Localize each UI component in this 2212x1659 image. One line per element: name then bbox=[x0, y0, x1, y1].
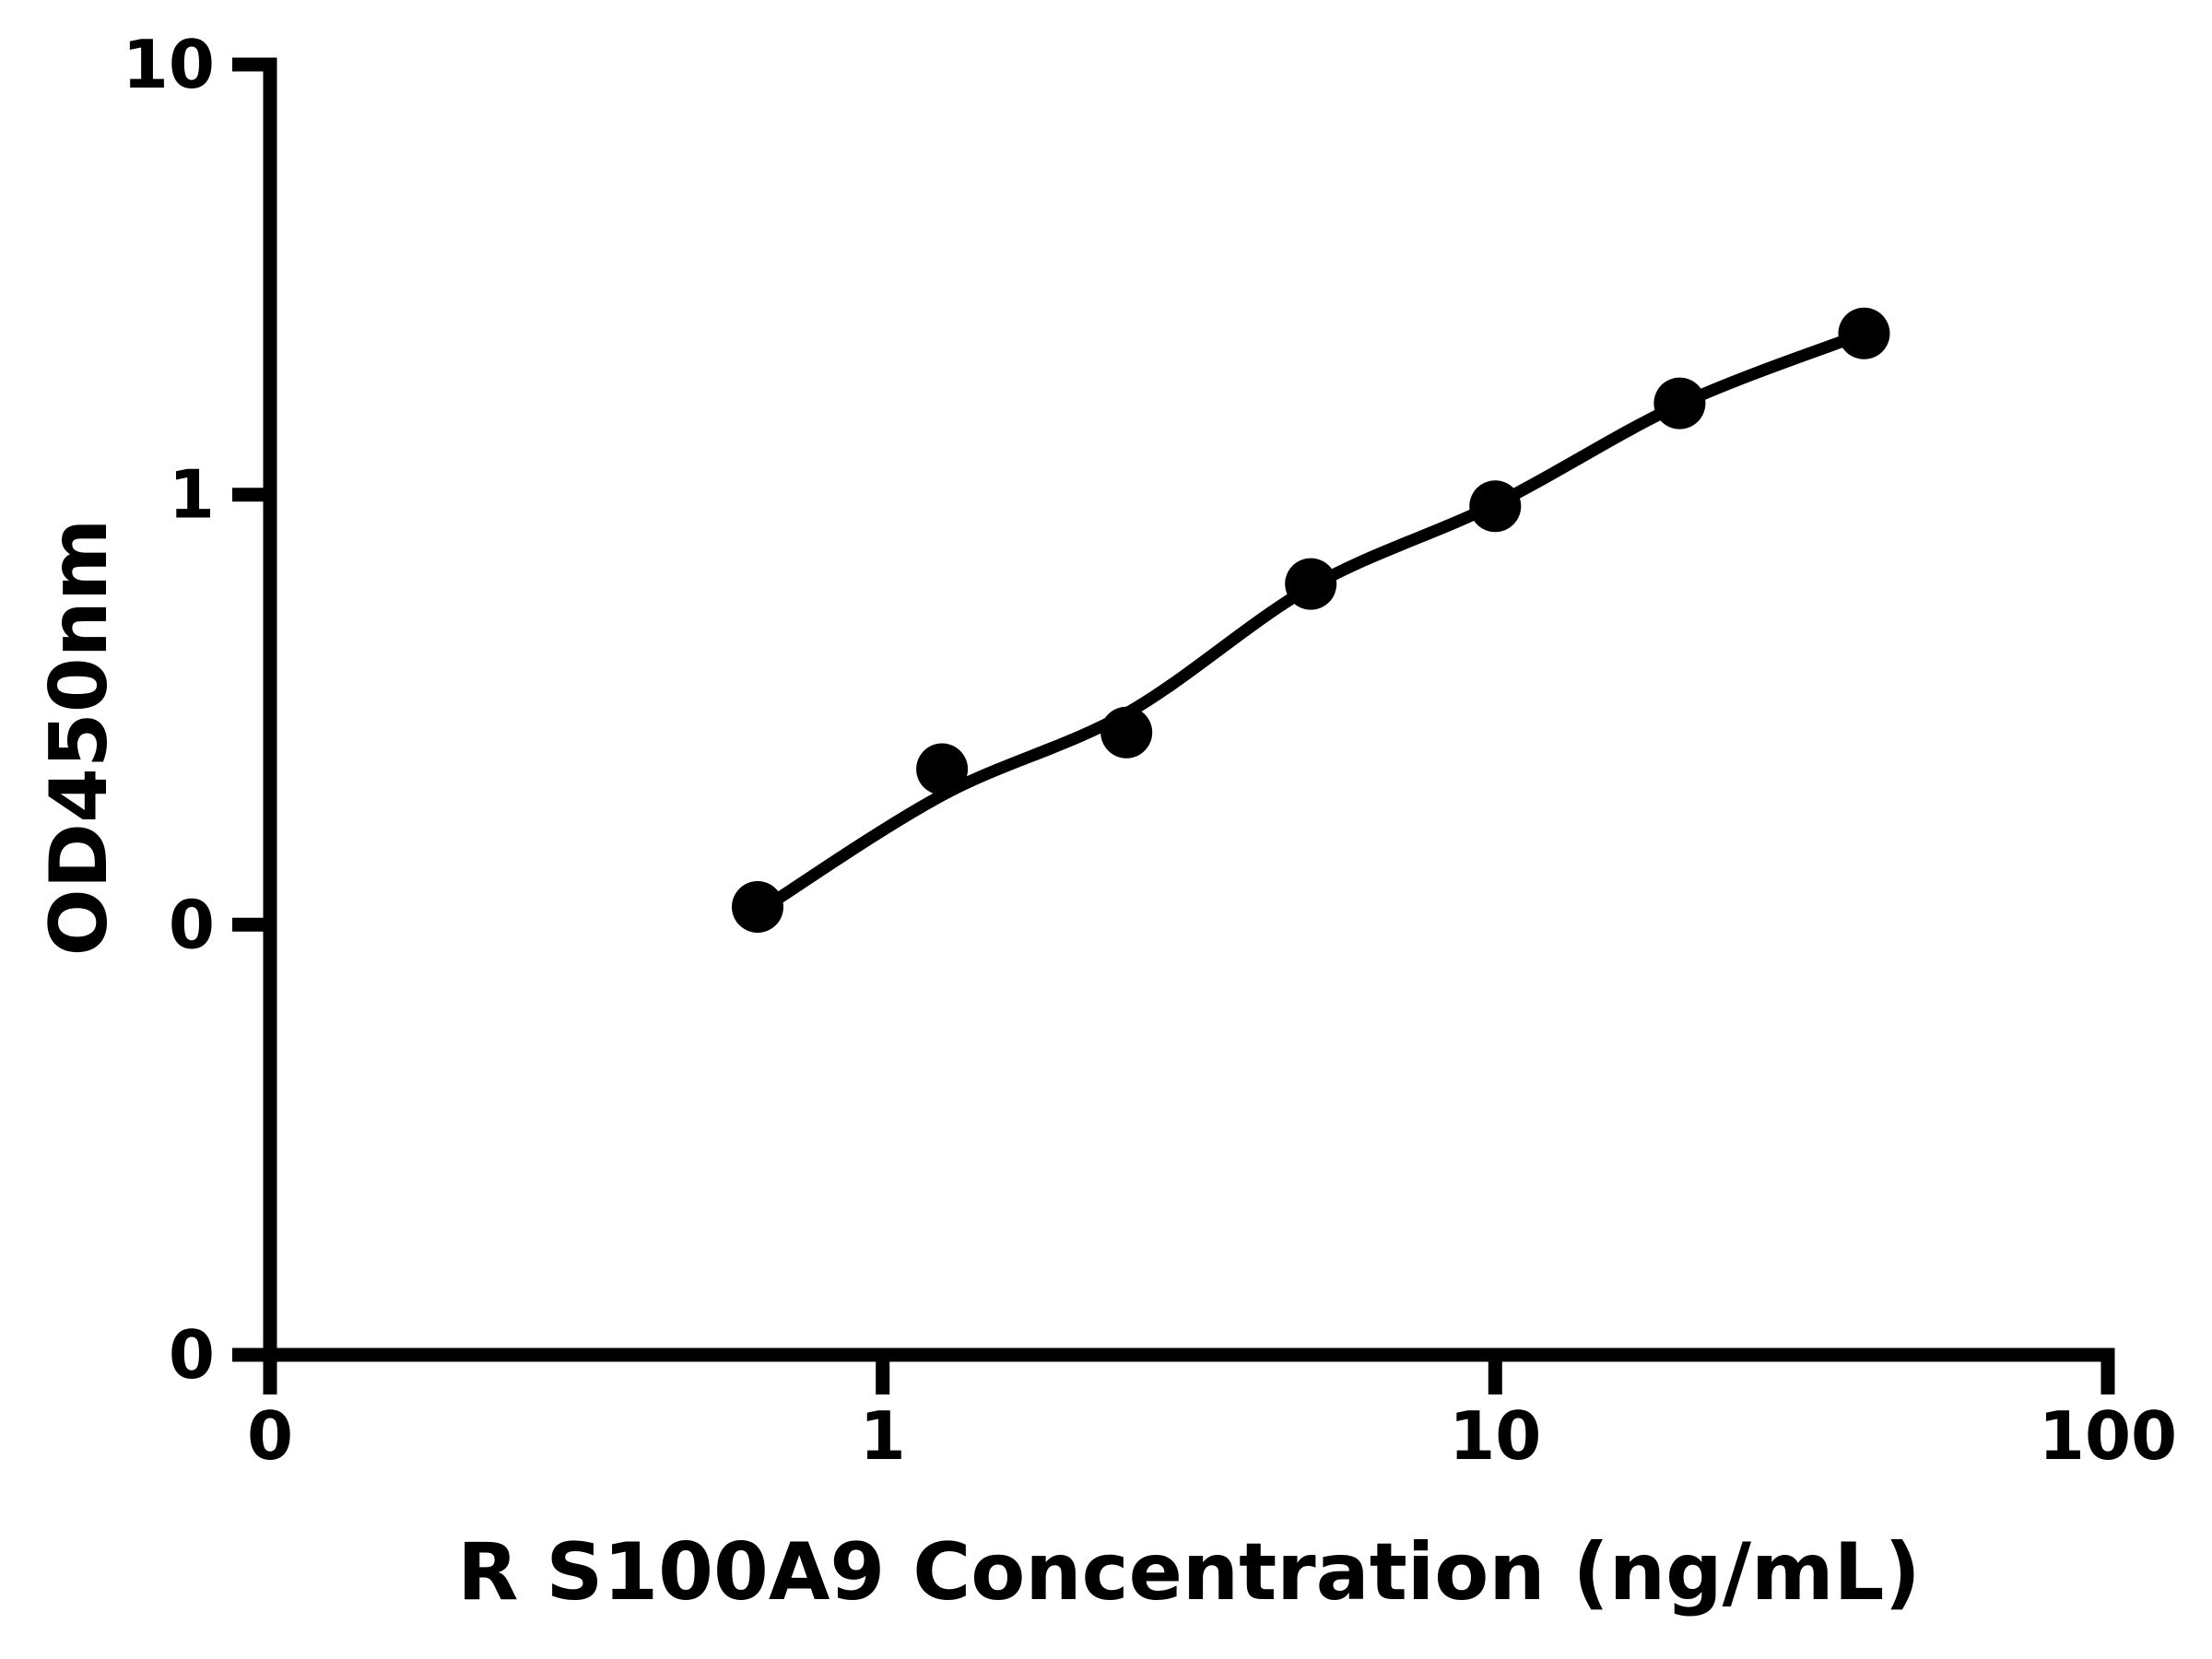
y-tick-label: 1 bbox=[169, 456, 215, 534]
y-tick-label: 0 bbox=[169, 1316, 215, 1394]
y-tick-label: 0 bbox=[169, 886, 215, 963]
data-point bbox=[916, 743, 969, 795]
x-tick-label: 100 bbox=[2039, 1397, 2177, 1475]
data-point bbox=[1653, 377, 1706, 429]
y-tick-label: 10 bbox=[123, 26, 215, 103]
x-axis-title: R S100A9 Concentration (ng/mL) bbox=[457, 1526, 1921, 1618]
y-axis-title: OD450nm bbox=[33, 519, 125, 957]
data-point bbox=[1838, 307, 1890, 359]
data-point bbox=[1100, 706, 1153, 759]
x-tick-label: 0 bbox=[247, 1397, 293, 1475]
data-point bbox=[1285, 558, 1337, 610]
x-tick-label: 1 bbox=[860, 1397, 906, 1475]
data-point bbox=[1469, 480, 1522, 533]
plot-series bbox=[732, 307, 1890, 933]
data-point bbox=[732, 881, 783, 933]
x-tick-label: 10 bbox=[1449, 1397, 1541, 1475]
